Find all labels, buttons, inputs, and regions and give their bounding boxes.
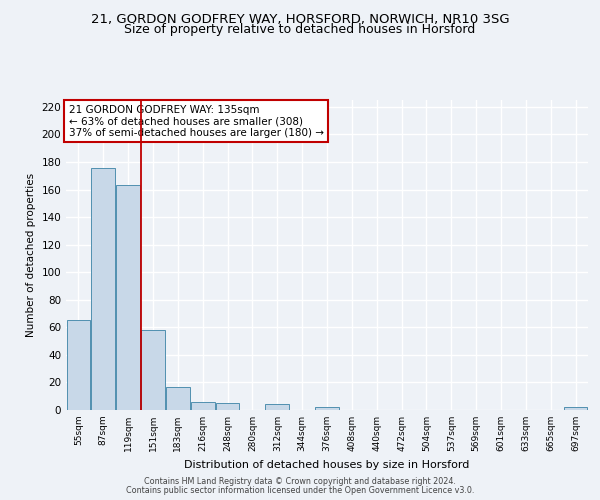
Text: 21, GORDON GODFREY WAY, HORSFORD, NORWICH, NR10 3SG: 21, GORDON GODFREY WAY, HORSFORD, NORWIC…	[91, 12, 509, 26]
Text: 21 GORDON GODFREY WAY: 135sqm
← 63% of detached houses are smaller (308)
37% of : 21 GORDON GODFREY WAY: 135sqm ← 63% of d…	[68, 104, 323, 138]
Bar	[191, 402, 215, 410]
Bar	[166, 386, 190, 410]
Text: Contains public sector information licensed under the Open Government Licence v3: Contains public sector information licen…	[126, 486, 474, 495]
Bar	[216, 403, 239, 410]
Bar	[91, 168, 115, 410]
Bar	[141, 330, 165, 410]
Text: Size of property relative to detached houses in Horsford: Size of property relative to detached ho…	[124, 24, 476, 36]
Bar	[265, 404, 289, 410]
Bar	[315, 407, 339, 410]
Bar	[564, 407, 587, 410]
Y-axis label: Number of detached properties: Number of detached properties	[26, 173, 36, 337]
Bar	[116, 186, 140, 410]
X-axis label: Distribution of detached houses by size in Horsford: Distribution of detached houses by size …	[184, 460, 470, 469]
Text: Contains HM Land Registry data © Crown copyright and database right 2024.: Contains HM Land Registry data © Crown c…	[144, 477, 456, 486]
Bar	[67, 320, 90, 410]
